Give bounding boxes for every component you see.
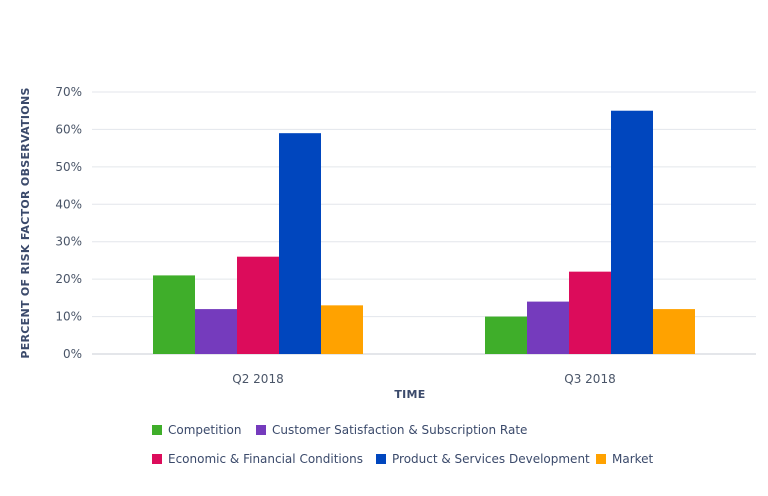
bar [569,271,611,354]
y-axis-title: PERCENT OF RISK FACTOR OBSERVATIONS [19,87,32,358]
y-tick-label: 20% [55,272,82,286]
x-axis-ticks: Q2 2018 Q3 2018 [232,372,615,386]
y-tick-label: 30% [55,235,82,249]
bar [153,275,195,354]
legend-swatch [256,425,266,435]
bar [485,316,527,354]
bar [321,305,363,354]
legend: Competition Customer Satisfaction & Subsc… [152,423,654,466]
x-axis-title: TIME [394,388,425,401]
y-axis-ticks: 0% 10% 20% 30% 40% 50% 60% 70% [55,85,82,361]
legend-swatch [152,425,162,435]
bar [237,256,279,354]
bar [611,110,653,354]
y-tick-label: 70% [55,85,82,99]
y-tick-label: 50% [55,160,82,174]
bars [153,110,695,354]
legend-swatch [376,454,386,464]
legend-label: Market [612,452,654,466]
legend-label: Competition [168,423,241,437]
legend-swatch [152,454,162,464]
y-tick-label: 0% [63,347,82,361]
bar [279,133,321,354]
legend-label: Customer Satisfaction & Subscription Rat… [272,423,527,437]
bar [653,309,695,354]
x-tick-label: Q2 2018 [232,372,283,386]
bar [195,309,237,354]
legend-swatch [596,454,606,464]
x-tick-label: Q3 2018 [564,372,615,386]
y-tick-label: 10% [55,310,82,324]
bar [527,301,569,354]
y-tick-label: 60% [55,122,82,136]
y-tick-label: 40% [55,197,82,211]
legend-label: Economic & Financial Conditions [168,452,363,466]
legend-label: Product & Services Development [392,452,590,466]
